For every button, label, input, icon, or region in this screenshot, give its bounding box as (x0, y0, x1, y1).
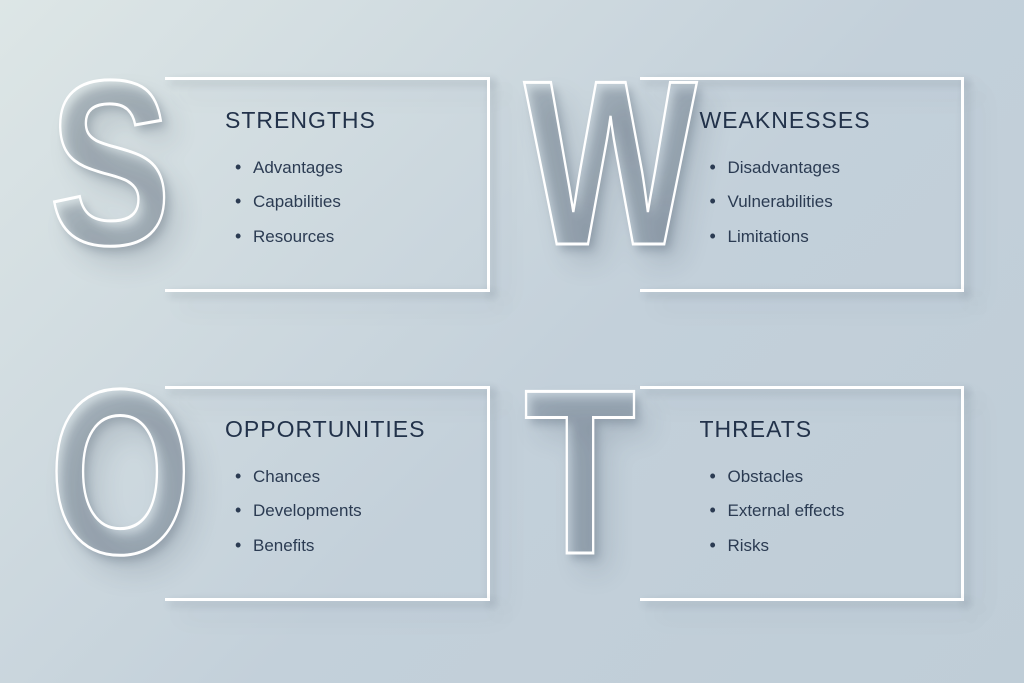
list-item: Vulnerabilities (710, 184, 945, 218)
list-item: Benefits (235, 528, 470, 562)
list-item: Obstacles (710, 459, 945, 493)
heading-weaknesses: WEAKNESSES (700, 107, 945, 134)
list-weaknesses: Disadvantages Vulnerabilities Limitation… (700, 150, 945, 253)
list-item: External effects (710, 493, 945, 527)
list-strengths: Advantages Capabilities Resources (225, 150, 470, 253)
heading-strengths: STRENGTHS (225, 107, 470, 134)
content-threats: THREATS Obstacles External effects Risks (700, 416, 945, 562)
list-threats: Obstacles External effects Risks (700, 459, 945, 562)
swot-grid: S STRENGTHS Advantages Capabilities Reso… (0, 0, 1024, 683)
quadrant-threats: T THREATS Obstacles External effects Ris… (530, 374, 965, 613)
content-opportunities: OPPORTUNITIES Chances Developments Benef… (225, 416, 470, 562)
quadrant-opportunities: O OPPORTUNITIES Chances Developments Ben… (55, 374, 490, 613)
heading-threats: THREATS (700, 416, 945, 443)
letter-s: S (49, 45, 165, 280)
list-item: Limitations (710, 219, 945, 253)
list-opportunities: Chances Developments Benefits (225, 459, 470, 562)
letter-w: W (524, 45, 691, 280)
letter-o: O (49, 354, 185, 589)
list-item: Advantages (235, 150, 470, 184)
list-item: Developments (235, 493, 470, 527)
quadrant-strengths: S STRENGTHS Advantages Capabilities Reso… (55, 65, 490, 304)
list-item: Chances (235, 459, 470, 493)
quadrant-weaknesses: W WEAKNESSES Disadvantages Vulnerabiliti… (530, 65, 965, 304)
heading-opportunities: OPPORTUNITIES (225, 416, 470, 443)
list-item: Resources (235, 219, 470, 253)
content-weaknesses: WEAKNESSES Disadvantages Vulnerabilities… (700, 107, 945, 253)
list-item: Risks (710, 528, 945, 562)
list-item: Capabilities (235, 184, 470, 218)
letter-t: T (524, 354, 630, 589)
content-strengths: STRENGTHS Advantages Capabilities Resour… (225, 107, 470, 253)
list-item: Disadvantages (710, 150, 945, 184)
